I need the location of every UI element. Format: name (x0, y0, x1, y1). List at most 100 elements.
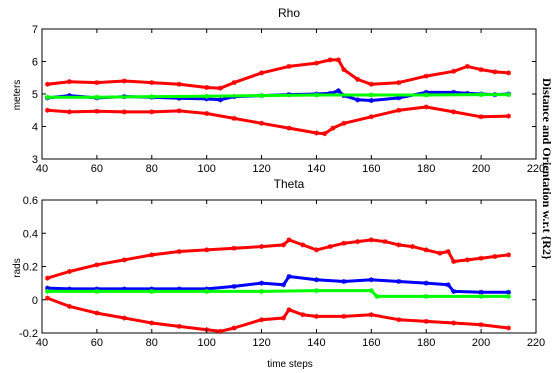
theta-xtick-label: 100 (197, 337, 215, 349)
rho-ylabel: meters (12, 80, 23, 111)
rho-ytick-label: 4 (32, 122, 38, 134)
rho-series-group (44, 57, 512, 137)
rho-xtick-label: 100 (197, 163, 215, 175)
theta-ground-truth-point (368, 288, 374, 294)
theta-upper-bound-point (286, 237, 292, 243)
rho-upper-bound-point (464, 63, 470, 69)
theta-upper-bound-point (176, 249, 182, 255)
rho-ground-truth-point (94, 94, 100, 100)
theta-ytick-label: 0.4 (23, 228, 38, 240)
theta-lower-bound-point (121, 315, 127, 321)
theta-estimate-point (44, 285, 50, 291)
theta-upper-bound-point (259, 244, 265, 250)
theta-upper-bound-point (464, 257, 470, 263)
theta-ground-truth-point (506, 293, 512, 299)
theta-xtick-label: 200 (472, 337, 490, 349)
rho-lower-bound-point (44, 107, 50, 113)
theta-upper-bound-point (231, 245, 237, 251)
theta-yticks: -0.2 0 0.2 0.4 0.6 (19, 195, 536, 340)
rho-upper-bound-point (335, 57, 341, 63)
rho-xticks: 40 60 80 100 120 140 160 180 200 220 (36, 29, 545, 175)
theta-estimate-point (506, 289, 512, 295)
rho-ground-truth-point (149, 94, 155, 100)
rho-ground-truth-point (506, 92, 512, 98)
theta-xtick-label: 180 (417, 337, 435, 349)
rho-upper-bound-point (478, 67, 484, 73)
rho-lower-bound-point (176, 108, 182, 114)
theta-upper-bound-point (204, 247, 210, 253)
rho-estimate-point (368, 98, 374, 103)
rho-estimate-point (355, 97, 361, 103)
theta-upper-bound-point (396, 242, 402, 248)
theta-upper-bound-point (66, 268, 72, 274)
theta-upper-bound-series (44, 237, 512, 281)
rho-ground-truth-point (44, 94, 50, 100)
rho-xtick-label: 180 (417, 163, 435, 175)
theta-upper-bound-point (94, 262, 100, 268)
theta-estimate-point (423, 280, 429, 286)
theta-xtick-label: 120 (252, 337, 270, 349)
rho-xtick-label: 40 (36, 163, 48, 175)
rho-upper-bound-point (149, 80, 155, 86)
theta-ytick-label: -0.2 (19, 328, 38, 340)
theta-series-group (44, 237, 512, 334)
rho-lower-bound-point (330, 125, 336, 131)
theta-ground-truth-point (204, 288, 210, 294)
rho-ground-truth-point (368, 92, 374, 98)
rho-upper-bound-point (492, 69, 498, 75)
theta-lower-bound-point (44, 295, 50, 301)
theta-upper-bound-point (368, 237, 374, 243)
rho-upper-bound-point (231, 80, 237, 86)
rho-ground-truth-point (259, 93, 265, 99)
rho-estimate-point (176, 95, 182, 101)
rho-upper-bound-point (355, 76, 361, 82)
rho-lower-bound-point (286, 125, 292, 131)
rho-lower-bound-point (368, 114, 374, 120)
theta-estimate-point (281, 282, 287, 288)
theta-lower-bound-point (368, 312, 374, 318)
theta-upper-bound-point (437, 250, 443, 256)
theta-lower-bound-series (44, 295, 512, 334)
theta-lower-bound-point (423, 318, 429, 324)
theta-lower-bound-point (313, 313, 319, 319)
theta-lower-bound-point (286, 307, 292, 313)
rho-title: Rho (278, 6, 300, 20)
theta-upper-bound-point (313, 247, 319, 253)
rho-xtick-label: 80 (146, 163, 158, 175)
theta-estimate-point (313, 277, 319, 283)
theta-estimate-point (368, 277, 374, 283)
theta-upper-bound-point (281, 242, 287, 248)
theta-upper-bound-point (451, 259, 457, 265)
theta-xtick-label: 220 (527, 337, 545, 349)
rho-lower-bound-point (66, 109, 72, 115)
theta-estimate-point (231, 283, 237, 289)
rho-lower-bound-point (231, 115, 237, 121)
theta-ground-truth-point (478, 293, 484, 299)
theta-ylabel: rads (12, 258, 23, 277)
rho-upper-bound-series (44, 57, 512, 91)
theta-lower-bound-line (46, 296, 511, 333)
rho-yticks: 3 4 5 6 7 (32, 24, 536, 166)
rho-upper-bound-point (451, 68, 457, 74)
rho-ytick-label: 5 (32, 89, 38, 101)
rho-upper-bound-point (396, 80, 402, 86)
theta-panel: Theta rads time steps 40 60 80 100 120 140 160… (12, 177, 545, 370)
rho-upper-bound-point (368, 81, 374, 87)
rho-ytick-label: 7 (32, 24, 38, 36)
rho-upper-bound-point (313, 60, 319, 66)
rho-upper-bound-point (286, 63, 292, 69)
rho-upper-bound-point (327, 57, 333, 63)
rho-upper-bound-point (506, 70, 512, 76)
theta-xtick-label: 160 (362, 337, 380, 349)
rho-lower-bound-point (322, 131, 328, 137)
rho-lower-bound-point (149, 109, 155, 115)
theta-estimate-point (478, 289, 484, 295)
rho-lower-bound-series (44, 104, 512, 137)
rho-ytick-label: 3 (32, 154, 38, 166)
rho-ground-truth-point (313, 92, 319, 98)
theta-ground-truth-point (44, 288, 50, 294)
theta-plot-frame (41, 199, 537, 334)
theta-upper-bound-point (355, 239, 361, 245)
theta-ground-truth-point (149, 288, 155, 294)
rho-lower-bound-point (451, 109, 457, 115)
